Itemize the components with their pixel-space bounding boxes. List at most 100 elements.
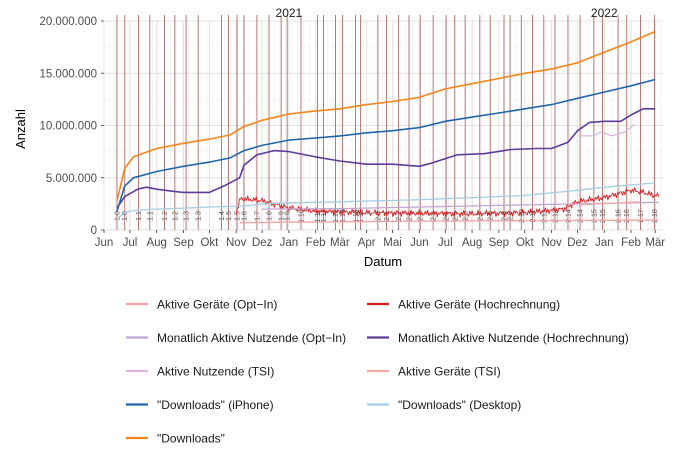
legend-label-6: "Downloads" (iPhone)	[157, 398, 274, 412]
release-marker-label: 1.3	[184, 211, 191, 221]
x-tick-label: Apr	[358, 237, 376, 249]
x-tick-label: Okt	[516, 237, 535, 249]
release-marker-label: 2.13	[553, 209, 560, 223]
release-marker-label: 2.4	[444, 211, 451, 221]
release-markers: 1.0 1.0 1.1 1.1 1.2 1.2 1.3 1.3 1.4 1.5 1.5 1.6 1.7 1…	[114, 15, 659, 230]
release-marker-label: 2.6	[463, 211, 470, 221]
release-marker-label: 2.7	[477, 211, 484, 221]
legend-label-8: "Downloads"	[157, 432, 225, 446]
x-tick-label: Sep	[489, 237, 509, 249]
release-marker-label: 2.16	[616, 209, 623, 223]
release-marker-label: 2.12	[541, 209, 548, 223]
axes: 0 5.000.000 10.000.000 15.000.000 20.000.000…	[39, 6, 665, 249]
x-tick-label: Aug	[146, 237, 166, 249]
release-marker-label: 2.10	[519, 209, 526, 223]
release-marker-label: 1.13	[340, 209, 347, 223]
release-marker-label: 1.1	[147, 211, 154, 221]
release-marker-label: 1.12	[333, 209, 340, 223]
release-marker-label: 1.6	[241, 211, 248, 221]
legend-label-2: Monatlich Aktive Nutzende (Opt−In)	[157, 331, 346, 345]
year-label: 2022	[591, 6, 618, 20]
release-marker-label: 2.4	[431, 211, 438, 221]
release-marker-label: 1.1	[136, 211, 143, 221]
y-axis-title: Anzahl	[13, 109, 28, 149]
legend-label-7: "Downloads" (Desktop)	[398, 398, 521, 412]
release-marker-label: 1.5	[226, 211, 233, 221]
release-marker-label: 2.15	[591, 209, 598, 223]
release-marker-label: 1.3	[196, 211, 203, 221]
release-marker-label: 2.16	[624, 209, 631, 223]
legend-label-1: Aktive Geräte (Hochrechnung)	[398, 298, 560, 312]
x-tick-label: Aug	[462, 237, 482, 249]
series-line-7	[116, 182, 656, 221]
release-marker-label: 1.7	[254, 211, 261, 221]
release-marker-label: 2.18	[652, 209, 659, 223]
legend-label-5: Aktive Geräte (TSI)	[398, 365, 501, 379]
series-line-4	[580, 123, 635, 137]
legend-label-4: Aktive Nutzende (TSI)	[157, 365, 274, 379]
y-tick-label: 0	[91, 225, 97, 237]
release-marker-label: 1.15	[358, 209, 365, 223]
release-marker-label: 2.1	[384, 211, 391, 221]
release-marker-label: 1.0	[122, 211, 129, 221]
series-line-2	[262, 201, 659, 210]
year-label: 2021	[276, 6, 303, 20]
legend-label-0: Aktive Geräte (Opt−In)	[157, 298, 277, 312]
series-lines	[116, 30, 660, 224]
x-tick-label: Jul	[438, 237, 453, 249]
legend: Aktive Geräte (Opt−In) Aktive Geräte (Hoc…	[126, 298, 629, 446]
release-marker-label: 1.5	[235, 211, 242, 221]
release-marker-label: 1.8	[267, 211, 274, 221]
x-tick-label: Jul	[123, 237, 138, 249]
release-marker-label: 2.3	[418, 211, 425, 221]
release-marker-label: 1.11	[321, 209, 328, 222]
release-marker-label: 2.14	[578, 209, 585, 223]
release-marker-label: 2.14	[565, 209, 572, 223]
release-marker-label: 1.11	[315, 209, 322, 222]
series-line-3	[116, 108, 656, 209]
release-marker-label: 2.17	[638, 209, 645, 223]
release-marker-label: 1.9	[279, 211, 286, 221]
release-marker-label: 2.15	[600, 209, 607, 223]
release-marker-label: 1.0	[114, 211, 121, 221]
release-marker-label: 1.9	[285, 211, 292, 221]
x-tick-label: Sep	[173, 237, 193, 249]
x-tick-label: Mai	[383, 237, 402, 249]
release-marker-label: 1.14	[353, 209, 360, 223]
grid-layer	[103, 20, 663, 231]
x-tick-label: Dez	[567, 237, 588, 249]
x-tick-label: Jun	[95, 237, 114, 249]
y-tick-label: 5.000.000	[46, 173, 97, 185]
release-marker-label: 1.2	[172, 211, 179, 221]
release-marker-label: 2.2	[406, 211, 413, 221]
release-marker-label: 2.5	[452, 211, 459, 221]
x-tick-label: Mär	[645, 237, 665, 249]
release-marker-label: 2.2	[396, 211, 403, 221]
release-marker-label: 1.2	[162, 211, 169, 221]
release-marker-label: 2.11	[530, 209, 537, 222]
release-marker-label: 2.8	[488, 211, 495, 221]
x-tick-label: Nov	[541, 237, 562, 249]
x-tick-label: Jan	[280, 237, 299, 249]
y-tick-label: 10.000.000	[39, 121, 97, 133]
x-tick-label: Mär	[330, 237, 350, 249]
x-tick-label: Jan	[595, 237, 614, 249]
x-tick-label: Dez	[252, 237, 273, 249]
x-tick-label: Feb	[306, 237, 326, 249]
series-line-0	[239, 219, 659, 224]
series-line-8	[116, 30, 656, 201]
series-line-6	[116, 78, 656, 212]
series-line-5	[580, 201, 639, 206]
y-tick-label: 20.000.000	[39, 16, 97, 28]
release-marker-label: 2.9	[508, 211, 515, 221]
x-tick-label: Jun	[410, 237, 429, 249]
x-tick-label: Nov	[226, 237, 247, 249]
y-tick-label: 15.000.000	[39, 68, 97, 80]
legend-label-3: Monatlich Aktive Nutzende (Hochrechnung)	[398, 331, 629, 345]
release-marker-label: 1.4	[219, 211, 226, 221]
x-tick-label: Feb	[621, 237, 641, 249]
release-marker-label: 1.10	[298, 209, 305, 223]
x-axis-title: Datum	[364, 254, 402, 269]
x-tick-label: Okt	[200, 237, 219, 249]
